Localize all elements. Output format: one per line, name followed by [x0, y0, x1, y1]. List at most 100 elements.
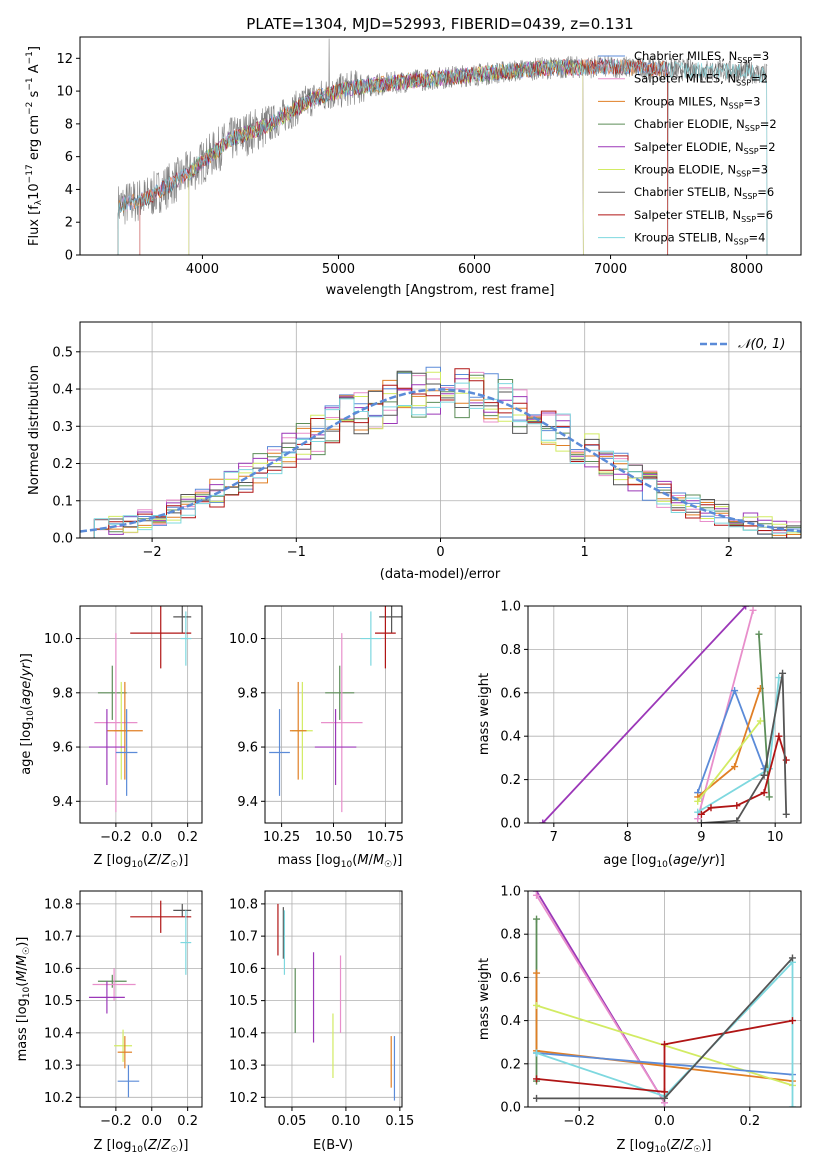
age_vs_mass-ytick-label: 9.4	[237, 795, 258, 810]
mass-vs-ebv-xlabel: E(B-V)	[313, 1138, 353, 1153]
legend-subscript: SSP	[742, 192, 757, 201]
model-spectrum-kroupa-stelib-line	[117, 58, 768, 255]
mass_weight_vs_Z-xtick-label: −0.2	[563, 1114, 595, 1129]
mass_weight_vs_age-marker-chabrier-stelib	[733, 817, 741, 823]
mass_weight_vs_Z-ytick-label: 0.6	[500, 971, 521, 986]
mass-weight-vs-age-xlabel: age [log10(age/yr)]	[603, 853, 725, 870]
legend-value: =6	[757, 185, 774, 199]
mass-vs-Z-grid	[80, 891, 202, 1107]
mass_weight_vs_Z-ytick-label: 0.4	[500, 1014, 521, 1029]
mass_weight_vs_age-marker-chabrier-elodie	[765, 793, 773, 801]
age-vs-Z-ticks: −0.2 0.0 0.2 9.4 9.6 9.8 10.0	[44, 632, 198, 845]
mass_vs_Z-ytick-label: 10.6	[44, 962, 73, 977]
spectrum-ytick-label: 10	[56, 85, 73, 100]
mass-weight-vs-age-ylabel: mass weight	[477, 673, 492, 755]
legend-value: =4	[749, 231, 766, 245]
residual-histogram-salpeter-stelib	[80, 368, 801, 538]
age_vs_mass-xtick-label: 10.50	[315, 830, 352, 845]
mass_weight_vs_age-marker-salpeter-miles	[749, 606, 757, 614]
spectrum-xtick-label: 7000	[594, 262, 627, 277]
figure-title: PLATE=1304, MJD=52993, FIBERID=0439, z=0…	[246, 15, 633, 33]
residual-histogram-kroupa-stelib	[80, 382, 801, 538]
mass_weight_vs_Z-ytick-label: 0.8	[500, 928, 521, 943]
legend-subscript: SSP	[745, 124, 760, 133]
mass_vs_Z-ytick-label: 10.5	[44, 994, 73, 1009]
legend-value: =2	[759, 140, 776, 154]
panel-age-vs-Z: −0.2 0.0 0.29.49.69.810.0 Z [log10(Z/Z☉)] …	[19, 605, 203, 870]
mass_vs_Z-ytick-label: 10.2	[44, 1091, 73, 1106]
mass-vs-ebv-errorbars	[277, 903, 396, 1101]
mass_weight_vs_age-marker-chabrier-stelib	[697, 819, 705, 823]
mass_weight_vs_age-marker-salpeter-stelib	[782, 756, 790, 764]
residuals-xlabel: (data-model)/error	[380, 567, 501, 582]
residuals-ytick-label: 0.5	[52, 345, 73, 360]
legend-value: =2	[760, 117, 777, 131]
legend-value: =6	[756, 208, 773, 222]
mass_weight_vs_age-marker-kroupa-miles	[731, 763, 739, 771]
spectrum-xtick-label: 6000	[458, 262, 491, 277]
mass_weight_vs_age-marker-kroupa-stelib	[694, 808, 702, 816]
mass-vs-ebv-axes-frame	[264, 890, 403, 1108]
legend-label-salpeter-miles: Salpeter MILES, NSSP=2	[634, 72, 768, 88]
mass-weight-vs-age-ticks: 7 8 9 10 0.0 0.2 0.4 0.6 0.8 1.0	[500, 600, 783, 846]
mass-vs-Z-axes-frame	[79, 890, 203, 1108]
age_vs_Z-xtick-label: 0.0	[141, 830, 162, 845]
age_vs_Z-xtick-label: 0.2	[177, 830, 198, 845]
mass_weight_vs_age-ytick-label: 0.8	[500, 643, 521, 658]
spectrum-xtick-label: 8000	[730, 262, 763, 277]
mass_weight_vs_Z-ytick-label: 1.0	[500, 885, 521, 900]
legend-label-salpeter-stelib: Salpeter STELIB, NSSP=6	[634, 208, 773, 224]
legend-label-kroupa-miles: Kroupa MILES, NSSP=3	[634, 94, 760, 110]
age-vs-mass-ticks: 10.25 10.50 10.75 9.4 9.6 9.8 10.0	[229, 632, 404, 845]
spectrum-ytick-label: 4	[65, 183, 73, 198]
model-spectrum-salpeter-stelib-line	[139, 58, 668, 255]
spectrum-ticks: 4000 5000 6000 7000 8000 0 2 4 6 8 10 12	[56, 52, 763, 277]
spectrum-axes-frame	[79, 36, 802, 256]
mass_weight_vs_Z-marker-salpeter-stelib	[661, 1040, 668, 1048]
mass-weight-vs-Z-ylabel: mass weight	[477, 958, 492, 1040]
mass_vs_ebv-ytick-label: 10.2	[229, 1091, 258, 1106]
mass_weight_vs_age-xtick-label: 8	[623, 830, 631, 845]
mass_weight_vs_age-marker-salpeter-stelib	[760, 789, 768, 797]
legend-value: =3	[744, 94, 761, 108]
mass_vs_Z-ytick-label: 10.4	[44, 1026, 73, 1041]
legend-label-kroupa-elodie: Kroupa ELODIE, NSSP=3	[634, 163, 768, 179]
residuals-xtick-label: −1	[287, 545, 306, 560]
mass_weight_vs_Z-marker-salpeter-stelib	[788, 1017, 796, 1025]
residuals-ylabel: Normed distribution	[27, 365, 42, 495]
mass_vs_ebv-ytick-label: 10.6	[229, 962, 258, 977]
mass_weight_vs_age-marker-chabrier-miles	[731, 687, 739, 695]
age_vs_mass-ytick-label: 9.6	[237, 741, 258, 756]
mass_weight_vs_age-marker-chabrier-stelib	[760, 771, 768, 779]
age-vs-Z-axes-frame	[79, 605, 203, 824]
age-vs-mass-grid	[265, 606, 402, 823]
residuals-ticks: −2 −1 0 1 2 0.0 0.1 0.2 0.3 0.4 0.5	[52, 345, 733, 560]
age_vs_Z-ytick-label: 10.0	[44, 632, 73, 647]
mass_weight_vs_Z-marker-kroupa-elodie	[533, 1001, 541, 1009]
age_vs_Z-xtick-label: −0.2	[100, 830, 132, 845]
age_vs_mass-ytick-label: 10.0	[229, 632, 258, 647]
mass_weight_vs_age-ytick-label: 0.6	[500, 686, 521, 701]
mass_weight_vs_age-marker-chabrier-stelib	[779, 669, 787, 677]
spectrum-ylabel: Flux [fλ10−17 erg cm−2 s−1 A−1]	[25, 46, 44, 246]
mass_weight_vs_age-marker-salpeter-stelib	[775, 732, 783, 740]
mass-weight-vs-Z-xlabel: Z [log10(Z/Z☉)]	[617, 1138, 712, 1155]
mass_weight_vs_Z-xtick-label: 0.2	[739, 1114, 760, 1129]
mass_vs_ebv-ytick-label: 10.8	[229, 897, 258, 912]
panel-spectrum: 4000 5000 6000 7000 8000 0 2 4 6 8 10 12 wavelength…	[25, 36, 802, 298]
mass_weight_vs_age-line-salpeter-elodie	[542, 606, 747, 823]
legend-subscript: SSP	[729, 101, 744, 110]
mass_weight_vs_age-marker-chabrier-elodie	[755, 630, 763, 638]
mass_weight_vs_age-marker-salpeter-stelib	[707, 804, 715, 812]
mass_vs_Z-xtick-label: 0.2	[177, 1114, 198, 1129]
mass_vs_ebv-xtick-label: 0.15	[385, 1114, 414, 1129]
mass_weight_vs_Z-marker-salpeter-stelib	[533, 1075, 541, 1083]
mass_weight_vs_age-xtick-label: 9	[697, 830, 705, 845]
mass_weight_vs_Z-marker-kroupa-stelib	[533, 1049, 541, 1057]
legend-subscript: SSP	[736, 170, 751, 179]
mass_weight_vs_Z-marker-chabrier-stelib	[533, 1094, 541, 1102]
age-vs-mass-xlabel: mass [log10(M/M☉)]	[278, 853, 403, 870]
gaussian-reference-curve	[80, 388, 801, 533]
mass_weight_vs_Z-xtick-label: 0.0	[654, 1114, 675, 1129]
mass_weight_vs_Z-line-salpeter-miles	[535, 894, 666, 1104]
